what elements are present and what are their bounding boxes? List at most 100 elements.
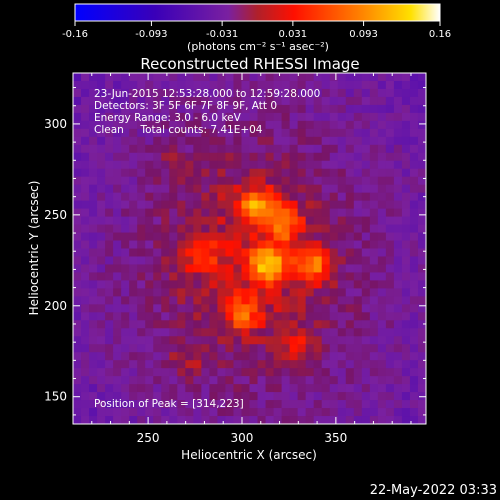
heatmap-cell — [121, 344, 130, 353]
heatmap-cell — [417, 152, 426, 162]
heatmap-cell — [209, 296, 219, 305]
heatmap-cell — [81, 88, 90, 98]
heatmap-cell — [409, 128, 419, 138]
heatmap-cell — [273, 368, 283, 377]
heatmap-cell — [193, 104, 202, 114]
heatmap-cell — [73, 248, 82, 258]
heatmap-cell — [161, 88, 170, 98]
heatmap-cell — [209, 168, 219, 178]
heatmap-cell — [337, 73, 347, 82]
heatmap-cell — [369, 176, 379, 186]
heatmap-cell — [105, 384, 114, 393]
heatmap-cell — [265, 120, 275, 130]
heatmap-cell — [321, 288, 331, 297]
heatmap-cell — [393, 272, 403, 282]
heatmap-cell — [145, 96, 154, 106]
heatmap-cell — [345, 232, 355, 242]
heatmap-cell — [385, 136, 395, 146]
heatmap-cell — [313, 320, 323, 329]
heatmap-cell — [201, 248, 210, 258]
heatmap-cell — [169, 264, 178, 274]
heatmap-cell — [321, 160, 331, 170]
heatmap-cell — [297, 288, 307, 297]
heatmap-cell — [177, 112, 186, 122]
heatmap-cell — [89, 184, 98, 194]
heatmap-cell — [73, 168, 82, 178]
heatmap-cell — [289, 296, 299, 305]
heatmap-cell — [121, 104, 130, 114]
heatmap-cell — [113, 280, 122, 289]
heatmap-cell — [265, 80, 275, 90]
heatmap-cell — [201, 320, 210, 329]
heatmap-cell — [305, 184, 315, 194]
heatmap-cell — [153, 144, 162, 154]
heatmap-cell — [345, 376, 355, 385]
heatmap-cell — [105, 120, 114, 130]
heatmap-cell — [321, 248, 331, 258]
heatmap-cell — [97, 336, 106, 345]
heatmap-cell — [345, 176, 355, 186]
heatmap-cell — [249, 104, 259, 114]
heatmap-cell — [113, 296, 122, 305]
heatmap-cell — [353, 216, 363, 226]
heatmap-cell — [305, 192, 315, 202]
heatmap-cell — [185, 416, 194, 424]
heatmap-cell — [361, 288, 371, 297]
heatmap-cell — [265, 200, 275, 210]
heatmap-cell — [417, 200, 426, 210]
heatmap-cell — [121, 320, 130, 329]
heatmap-cell — [137, 200, 146, 210]
heatmap-cell — [289, 280, 299, 289]
heatmap-cell — [265, 288, 275, 297]
heatmap-cell — [129, 152, 138, 162]
heatmap-cell — [105, 280, 114, 289]
heatmap-cell — [81, 400, 90, 409]
heatmap-cell — [137, 224, 146, 234]
heatmap-cell — [257, 73, 267, 82]
heatmap-cell — [121, 232, 130, 242]
heatmap-cell — [217, 352, 227, 361]
heatmap-cell — [89, 208, 98, 218]
heatmap-cell — [361, 248, 371, 258]
heatmap-cell — [353, 136, 363, 146]
heatmap-cell — [385, 312, 395, 321]
heatmap-cell — [257, 264, 267, 274]
heatmap-cell — [121, 296, 130, 305]
heatmap-cell — [345, 80, 355, 90]
heatmap-cell — [81, 352, 90, 361]
heatmap-cell — [209, 192, 219, 202]
heatmap-cell — [281, 216, 291, 226]
heatmap-cell — [385, 360, 395, 369]
heatmap-cell — [337, 272, 347, 282]
heatmap-cell — [137, 288, 146, 297]
heatmap-cell — [337, 240, 347, 250]
y-tick-label: 250 — [44, 208, 67, 222]
heatmap-cell — [353, 264, 363, 274]
heatmap-cell — [257, 336, 267, 345]
heatmap-cell — [337, 96, 347, 106]
heatmap-cell — [209, 112, 219, 122]
heatmap-cell — [233, 328, 243, 337]
heatmap-cell — [281, 280, 291, 289]
heatmap-cell — [241, 240, 251, 250]
heatmap-cell — [353, 376, 363, 385]
heatmap-cell — [73, 128, 82, 138]
heatmap-cell — [297, 376, 307, 385]
heatmap-cell — [401, 400, 411, 409]
heatmap-cell — [377, 296, 387, 305]
heatmap-cell — [225, 296, 235, 305]
heatmap-cell — [353, 184, 363, 194]
heatmap-cell — [393, 224, 403, 234]
heatmap-cell — [289, 272, 299, 282]
heatmap-cell — [113, 216, 122, 226]
heatmap-cell — [73, 176, 82, 186]
heatmap-cell — [273, 360, 283, 369]
heatmap-cell — [241, 248, 251, 258]
heatmap-cell — [73, 208, 82, 218]
heatmap-cell — [225, 152, 235, 162]
heatmap-cell — [97, 168, 106, 178]
heatmap-cell — [97, 312, 106, 321]
heatmap-image — [73, 73, 426, 424]
heatmap-cell — [169, 168, 178, 178]
heatmap-cell — [337, 336, 347, 345]
